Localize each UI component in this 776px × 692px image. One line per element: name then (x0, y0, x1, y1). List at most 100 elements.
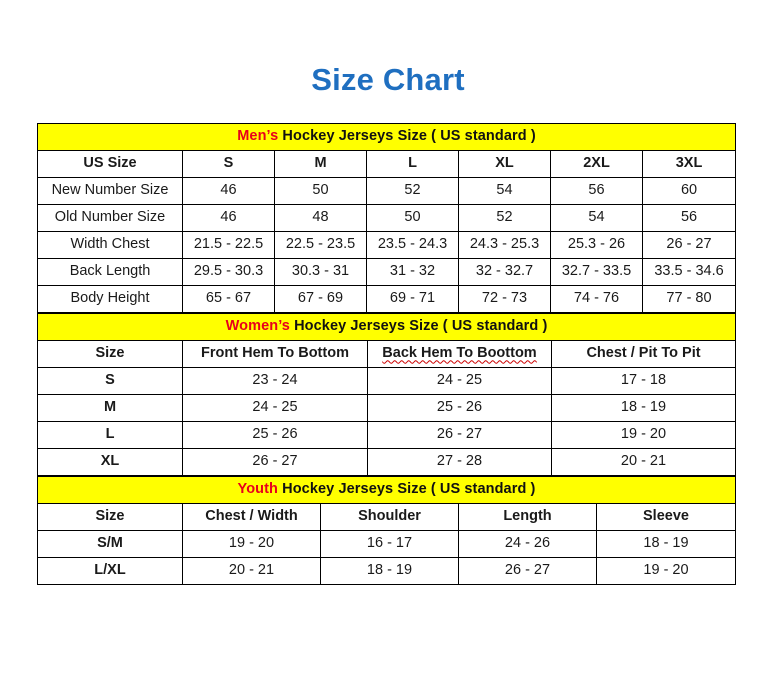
youth-cell: 16 - 17 (320, 530, 459, 558)
youth-row-label-sm: S/M (37, 530, 183, 558)
womens-col-back-hem-to-boottom: Back Hem To Boottom (367, 340, 552, 368)
mens-col-3xl: 3XL (641, 150, 737, 178)
mens-cell: 22.5 - 23.5 (274, 231, 367, 259)
mens-cell: 25.3 - 26 (550, 231, 643, 259)
youth-cell: 18 - 19 (596, 530, 736, 558)
mens-row-label-body-height: Body Height (37, 285, 183, 313)
mens-size-table: Men’s Hockey Jerseys Size ( US standard … (36, 123, 737, 313)
mens-cell: 74 - 76 (550, 285, 643, 313)
womens-banner-accent: Women’s (225, 318, 290, 335)
mens-cell: 60 (641, 177, 737, 205)
mens-col-xl: XL (458, 150, 551, 178)
mens-cell: 50 (366, 204, 459, 232)
mens-cell: 46 (182, 204, 275, 232)
youth-cell: 24 - 26 (458, 530, 597, 558)
womens-cell: 26 - 27 (367, 421, 552, 449)
womens-col-size: Size (37, 340, 183, 368)
mens-cell: 52 (458, 204, 551, 232)
page-title: Size Chart (311, 62, 465, 97)
mens-row-label-width-chest: Width Chest (37, 231, 183, 259)
mens-cell: 65 - 67 (182, 285, 275, 313)
youth-cell: 26 - 27 (458, 557, 597, 585)
mens-col-us-size: US Size (37, 150, 183, 178)
womens-cell: 24 - 25 (182, 394, 368, 422)
mens-cell: 21.5 - 22.5 (182, 231, 275, 259)
youth-banner-rest: Hockey Jerseys Size ( US standard ) (278, 481, 536, 498)
mens-cell: 26 - 27 (641, 231, 737, 259)
mens-col-m: M (274, 150, 367, 178)
womens-size-table: Women’s Hockey Jerseys Size ( US standar… (36, 313, 737, 476)
table-row: New Number Size 46 50 52 54 56 60 (37, 177, 737, 205)
womens-cell: 27 - 28 (367, 448, 552, 476)
womens-cell: 19 - 20 (550, 421, 737, 449)
womens-cell: 23 - 24 (182, 367, 368, 395)
youth-section-banner: Youth Hockey Jerseys Size ( US standard … (37, 476, 736, 504)
womens-section-banner: Women’s Hockey Jerseys Size ( US standar… (36, 313, 737, 341)
youth-col-shoulder: Shoulder (320, 503, 459, 531)
table-row: L 25 - 26 26 - 27 19 - 20 (37, 421, 737, 449)
mens-banner-rest: Hockey Jerseys Size ( US standard ) (278, 128, 536, 145)
mens-cell: 56 (641, 204, 737, 232)
mens-cell: 50 (274, 177, 367, 205)
womens-banner-rest: Hockey Jerseys Size ( US standard ) (289, 318, 548, 335)
youth-col-chest-width: Chest / Width (182, 503, 321, 531)
youth-col-size: Size (37, 503, 183, 531)
mens-cell: 77 - 80 (641, 285, 737, 313)
mens-cell: 48 (274, 204, 367, 232)
womens-column-header-row: Size Front Hem To Bottom Back Hem To Boo… (37, 340, 737, 368)
table-row: S/M 19 - 20 16 - 17 24 - 26 18 - 19 (37, 530, 736, 558)
mens-row-label-back-length: Back Length (37, 258, 183, 286)
womens-cell: 24 - 25 (367, 367, 552, 395)
mens-cell: 54 (550, 204, 643, 232)
womens-row-label-s: S (37, 367, 183, 395)
mens-banner-row: Men’s Hockey Jerseys Size ( US standard … (36, 123, 737, 151)
table-row: Back Length 29.5 - 30.3 30.3 - 31 31 - 3… (37, 258, 737, 286)
mens-row-label-old-number-size: Old Number Size (37, 204, 183, 232)
youth-banner-accent: Youth (237, 481, 279, 498)
mens-cell: 56 (550, 177, 643, 205)
womens-col-front-hem-to-bottom: Front Hem To Bottom (182, 340, 368, 368)
youth-size-table: Youth Hockey Jerseys Size ( US standard … (37, 476, 736, 585)
table-row: Body Height 65 - 67 67 - 69 69 - 71 72 -… (37, 285, 737, 313)
womens-cell: 20 - 21 (550, 448, 737, 476)
mens-col-2xl: 2XL (550, 150, 643, 178)
womens-col-back-hem-to-boottom-text: Back Hem To Boottom (382, 345, 537, 362)
mens-cell: 67 - 69 (274, 285, 367, 313)
womens-banner-row: Women’s Hockey Jerseys Size ( US standar… (36, 313, 737, 341)
youth-col-sleeve: Sleeve (596, 503, 736, 531)
womens-cell: 25 - 26 (367, 394, 552, 422)
mens-cell: 72 - 73 (458, 285, 551, 313)
mens-cell: 30.3 - 31 (274, 258, 367, 286)
mens-cell: 69 - 71 (366, 285, 459, 313)
mens-cell: 46 (182, 177, 275, 205)
womens-row-label-m: M (37, 394, 183, 422)
mens-cell: 31 - 32 (366, 258, 459, 286)
womens-cell: 25 - 26 (182, 421, 368, 449)
table-row: M 24 - 25 25 - 26 18 - 19 (37, 394, 737, 422)
womens-cell: 17 - 18 (550, 367, 737, 395)
table-row: L/XL 20 - 21 18 - 19 26 - 27 19 - 20 (37, 557, 736, 585)
mens-banner-accent: Men’s (237, 128, 279, 145)
youth-cell: 19 - 20 (182, 530, 321, 558)
mens-col-s: S (182, 150, 275, 178)
mens-section-banner: Men’s Hockey Jerseys Size ( US standard … (36, 123, 737, 151)
mens-cell: 23.5 - 24.3 (366, 231, 459, 259)
womens-row-label-xl: XL (37, 448, 183, 476)
womens-cell: 26 - 27 (182, 448, 368, 476)
mens-cell: 52 (366, 177, 459, 205)
womens-cell: 18 - 19 (550, 394, 737, 422)
mens-cell: 32 - 32.7 (458, 258, 551, 286)
youth-column-header-row: Size Chest / Width Shoulder Length Sleev… (37, 503, 736, 531)
mens-cell: 54 (458, 177, 551, 205)
mens-cell: 33.5 - 34.6 (641, 258, 737, 286)
youth-row-label-lxl: L/XL (37, 557, 183, 585)
mens-cell: 32.7 - 33.5 (550, 258, 643, 286)
youth-col-length: Length (458, 503, 597, 531)
mens-column-header-row: US Size S M L XL 2XL 3XL (37, 150, 737, 178)
youth-banner-row: Youth Hockey Jerseys Size ( US standard … (37, 476, 736, 504)
mens-cell: 29.5 - 30.3 (182, 258, 275, 286)
womens-row-label-l: L (37, 421, 183, 449)
table-row: S 23 - 24 24 - 25 17 - 18 (37, 367, 737, 395)
youth-cell: 18 - 19 (320, 557, 459, 585)
